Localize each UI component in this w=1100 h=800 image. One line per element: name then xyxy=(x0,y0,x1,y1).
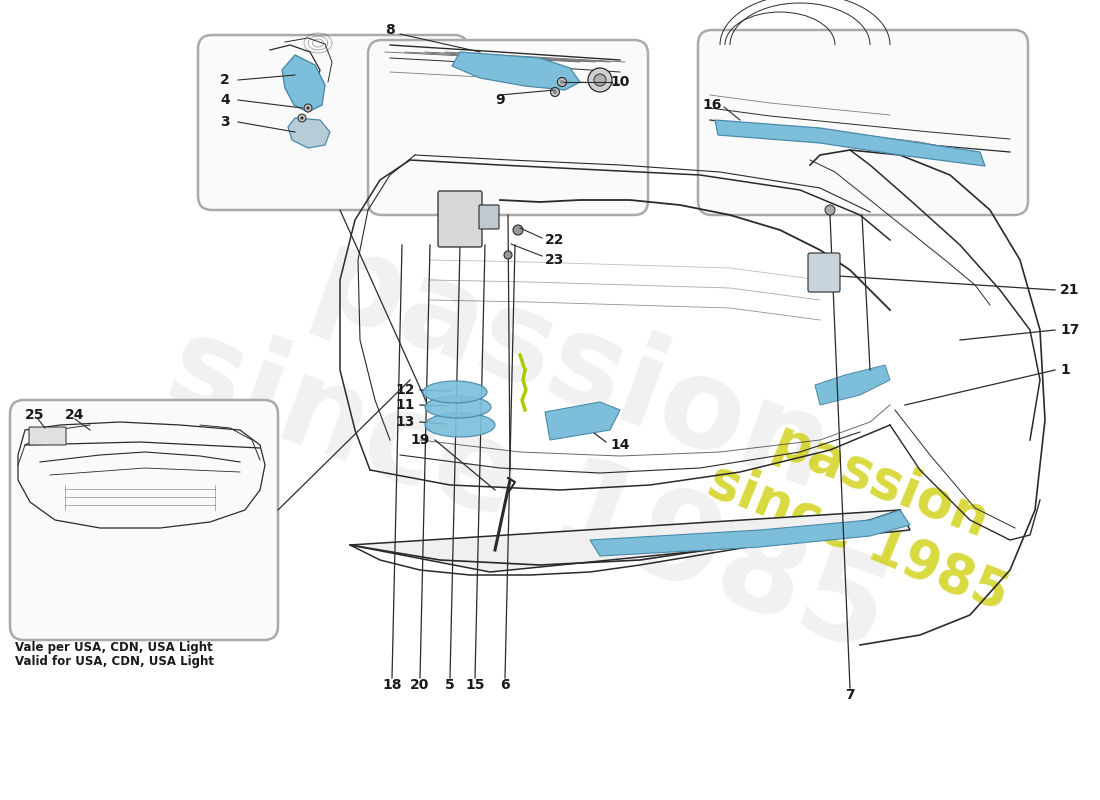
Text: 4: 4 xyxy=(220,93,230,107)
Polygon shape xyxy=(350,510,910,572)
Circle shape xyxy=(513,225,522,235)
FancyBboxPatch shape xyxy=(29,427,66,445)
FancyBboxPatch shape xyxy=(368,40,648,215)
Text: 25: 25 xyxy=(25,408,45,422)
Text: 14: 14 xyxy=(610,438,629,452)
Text: 17: 17 xyxy=(1060,323,1079,337)
Circle shape xyxy=(550,87,560,97)
Text: 11: 11 xyxy=(396,398,415,412)
Text: passion
since 1985: passion since 1985 xyxy=(701,398,1040,622)
Text: 20: 20 xyxy=(410,678,430,692)
Text: 6: 6 xyxy=(500,678,509,692)
Text: 19: 19 xyxy=(410,433,430,447)
Text: 1: 1 xyxy=(1060,363,1069,377)
Circle shape xyxy=(558,78,566,86)
Text: 23: 23 xyxy=(544,253,564,267)
Text: 7: 7 xyxy=(845,688,855,702)
Circle shape xyxy=(504,251,512,259)
Text: Valid for USA, CDN, USA Light: Valid for USA, CDN, USA Light xyxy=(15,655,214,669)
FancyBboxPatch shape xyxy=(808,253,840,292)
FancyBboxPatch shape xyxy=(698,30,1028,215)
Text: 21: 21 xyxy=(1060,283,1079,297)
Text: 16: 16 xyxy=(702,98,722,112)
Text: 13: 13 xyxy=(396,415,415,429)
Polygon shape xyxy=(288,118,330,148)
Text: 22: 22 xyxy=(544,233,564,247)
Text: 3: 3 xyxy=(220,115,230,129)
Ellipse shape xyxy=(425,413,495,437)
Text: 2: 2 xyxy=(220,73,230,87)
Polygon shape xyxy=(715,120,984,166)
Circle shape xyxy=(588,68,612,92)
Text: 8: 8 xyxy=(385,23,395,37)
Circle shape xyxy=(825,205,835,215)
Polygon shape xyxy=(544,402,620,440)
Text: Vale per USA, CDN, USA Light: Vale per USA, CDN, USA Light xyxy=(15,642,212,654)
Text: 18: 18 xyxy=(383,678,402,692)
Circle shape xyxy=(560,80,564,84)
Text: 12: 12 xyxy=(396,383,415,397)
Ellipse shape xyxy=(425,396,491,418)
FancyBboxPatch shape xyxy=(198,35,468,210)
Circle shape xyxy=(300,117,304,119)
Polygon shape xyxy=(590,510,910,556)
Polygon shape xyxy=(815,365,890,405)
FancyBboxPatch shape xyxy=(10,400,278,640)
Circle shape xyxy=(304,104,312,112)
Circle shape xyxy=(307,106,309,110)
Circle shape xyxy=(594,74,606,86)
Circle shape xyxy=(553,90,557,94)
Ellipse shape xyxy=(424,381,487,403)
Text: 9: 9 xyxy=(495,93,505,107)
FancyBboxPatch shape xyxy=(478,205,499,229)
FancyBboxPatch shape xyxy=(438,191,482,247)
Polygon shape xyxy=(282,55,324,112)
Circle shape xyxy=(298,114,306,122)
Text: 10: 10 xyxy=(610,75,629,89)
Text: 15: 15 xyxy=(465,678,485,692)
Text: passion
since 1985: passion since 1985 xyxy=(152,182,948,678)
Text: 5: 5 xyxy=(446,678,455,692)
Polygon shape xyxy=(452,52,580,90)
Text: 24: 24 xyxy=(65,408,85,422)
